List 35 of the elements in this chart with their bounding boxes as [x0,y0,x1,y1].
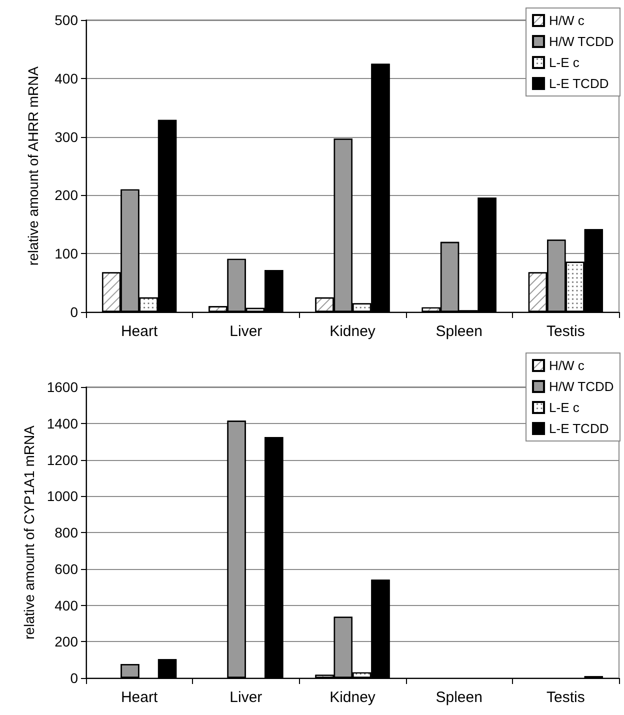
y-tick-label: 1200 [46,452,78,468]
x-tick-label: Testis [546,323,585,340]
x-tick-label: Spleen [436,323,482,340]
y-tick-label: 0 [70,304,78,320]
legend-label: L-E c [549,55,580,70]
y-tick-label: 100 [54,246,78,262]
legend-label: H/W TCDD [549,34,614,49]
legend-label: L-E c [549,400,580,415]
y-tick-label: 500 [54,12,78,28]
y-tick-label: 200 [54,634,78,650]
x-tick-label: Testis [546,689,585,706]
x-tick-label: Kidney [330,323,376,340]
y-axis-title: relative amount of AHRR mRNA [25,66,41,266]
y-tick-label: 800 [54,524,78,540]
x-tick-label: Liver [230,689,262,706]
x-tick-label: Heart [120,323,158,340]
y-tick-label: 200 [54,187,78,204]
y-tick-label: 300 [54,128,78,145]
x-tick-label: Kidney [330,689,376,706]
x-tick-label: Liver [230,323,262,340]
y-tick-label: 1600 [46,379,78,395]
legend-label: L-E TCDD [549,76,609,91]
y-tick-label: 600 [54,560,78,577]
legend-label: L-E TCDD [549,421,609,436]
legend-label: H/W c [549,358,585,373]
x-tick-label: Heart [120,689,158,706]
y-tick-label: 1400 [46,415,78,432]
legend-label: H/W TCDD [549,379,614,394]
y-tick-label: 1000 [46,488,78,504]
legend-label: H/W c [549,13,585,28]
x-tick-label: Spleen [436,689,482,706]
y-axis-title: relative amount of CYP1A1 mRNA [20,424,37,640]
y-tick-label: 400 [54,597,78,614]
y-tick-label: 0 [70,670,78,686]
y-tick-label: 400 [54,70,78,86]
